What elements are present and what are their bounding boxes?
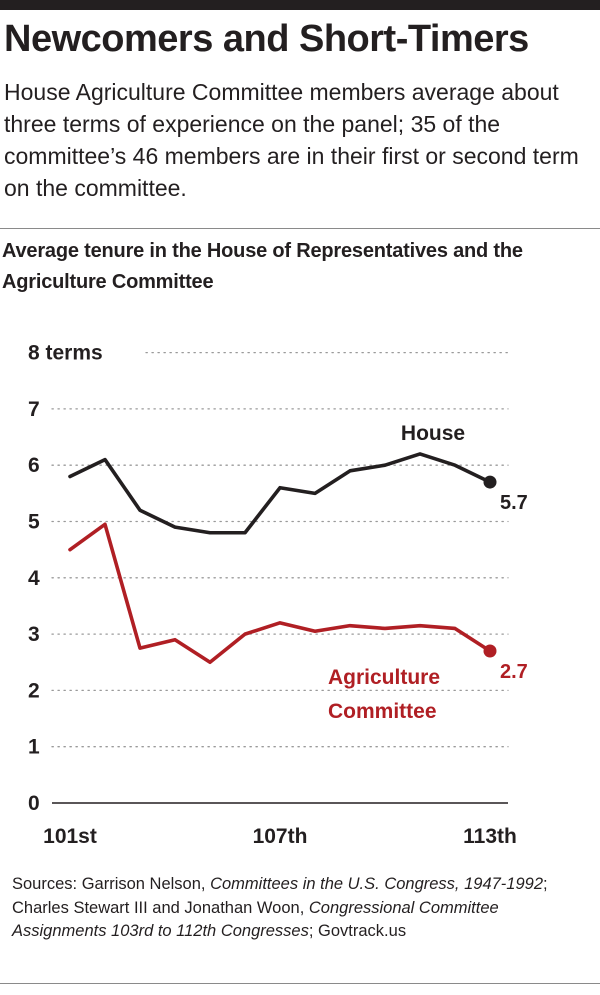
- series-label-agriculture-committee-line-1: Agriculture: [328, 666, 440, 689]
- end-point-agriculture-committee: [483, 644, 497, 658]
- sources-note: Sources: Garrison Nelson, Committees in …: [12, 873, 596, 944]
- dek: House Agriculture Committee members aver…: [4, 79, 579, 201]
- y-tick-label-7: 7: [28, 398, 40, 421]
- x-axis-ticks: 101st 107th 113th: [43, 825, 517, 848]
- top-bar: [0, 0, 600, 10]
- line-chart: 0 1 2 3 4 5 6 7 8 terms 101st 107th 113th 5.7 House…: [28, 342, 528, 848]
- series-label-house: House: [401, 422, 465, 445]
- sources-book1: Committees in the U.S. Congress, 1947-19…: [210, 875, 544, 893]
- end-value-label-agriculture-committee: 2.7: [500, 661, 528, 683]
- x-tick-label-107th: 107th: [253, 825, 308, 848]
- divider-rule: [0, 228, 600, 229]
- sources-prefix: Sources: Garrison Nelson,: [12, 875, 211, 893]
- x-tick-label-101st: 101st: [43, 825, 97, 848]
- y-tick-label-2: 2: [28, 679, 40, 702]
- bottom-rule: [0, 983, 600, 984]
- y-tick-label-0: 0: [28, 792, 40, 815]
- sources-suffix: ; Govtrack.us: [308, 922, 407, 940]
- gridlines: [51, 351, 509, 748]
- y-tick-label-8: 8 terms: [28, 342, 103, 365]
- sources-book2: Congressional Committee Assignments 103r…: [12, 898, 499, 941]
- y-tick-label-3: 3: [28, 623, 40, 646]
- sources-mid: ; Charles Stewart III and Jonathan Woon,: [12, 875, 548, 917]
- end-value-label-house: 5.7: [500, 492, 528, 514]
- y-tick-label-4: 4: [28, 567, 40, 590]
- chart-title: Average tenure in the House of Represent…: [2, 240, 523, 293]
- y-tick-label-5: 5: [28, 511, 40, 534]
- x-tick-label-113th: 113th: [463, 825, 517, 848]
- y-tick-label-6: 6: [28, 454, 40, 477]
- y-tick-label-1: 1: [28, 736, 40, 759]
- series-line-agriculture-committee: [68, 522, 492, 665]
- y-axis-ticks: 0 1 2 3 4 5 6 7 8 terms: [28, 342, 103, 815]
- series-label-agriculture-committee-line-2: Committee: [328, 700, 437, 723]
- headline: Newcomers and Short-Timers: [4, 18, 529, 60]
- end-point-house: [483, 475, 497, 489]
- series-group: 5.7 House 2.7 Agriculture Committee: [68, 422, 528, 723]
